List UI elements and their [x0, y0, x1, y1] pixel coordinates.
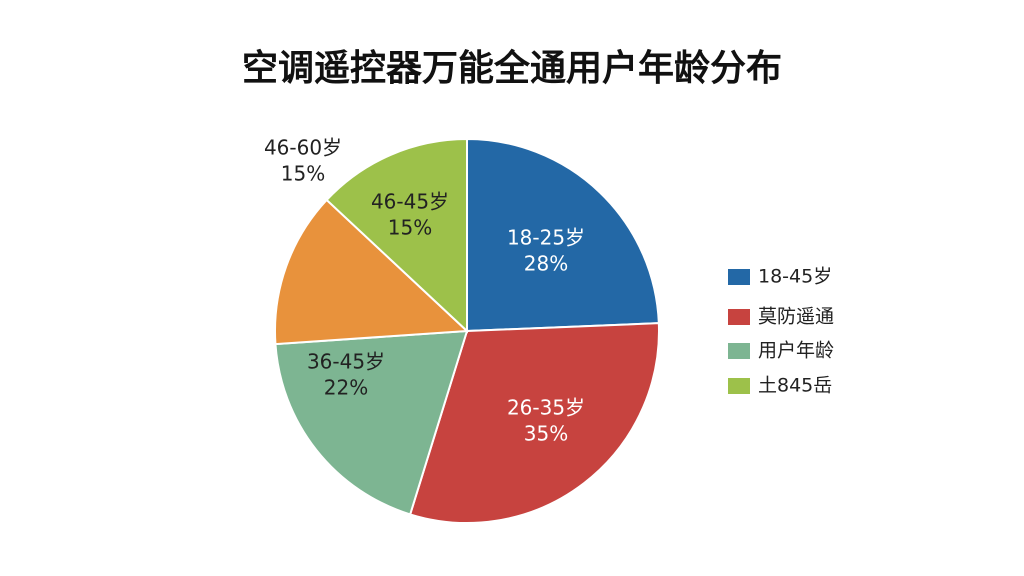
legend-swatch	[728, 343, 750, 359]
legend-label: 18-45岁	[758, 266, 832, 288]
pie-slice	[408, 322, 660, 524]
legend-label: 土845岳	[758, 375, 832, 397]
pie-slice	[466, 137, 660, 333]
slice-category: 46-45岁	[371, 190, 449, 214]
legend-label: 莫防遥通	[758, 306, 834, 328]
slice-category: 26-35岁	[507, 396, 585, 420]
slice-category: 46-60岁	[264, 136, 342, 160]
slice-value-label: 15%	[281, 162, 325, 186]
slice-value-label: 22%	[324, 376, 368, 400]
legend-swatch	[728, 378, 750, 394]
pie-slice	[274, 198, 470, 346]
pie-slice	[274, 329, 469, 516]
slice-value-label: 15%	[388, 216, 432, 240]
legend-swatch	[728, 309, 750, 325]
legend-label: 用户年龄	[758, 340, 834, 362]
legend-swatch	[728, 269, 750, 285]
chart-title: 空调遥控器万能全通用户年龄分布	[242, 47, 782, 89]
slice-value-label: 28%	[524, 252, 568, 276]
slice-category: 18-25岁	[507, 226, 585, 250]
slice-value-label: 35%	[524, 422, 568, 446]
slice-category: 36-45岁	[307, 350, 385, 374]
pie-slice	[325, 137, 468, 334]
